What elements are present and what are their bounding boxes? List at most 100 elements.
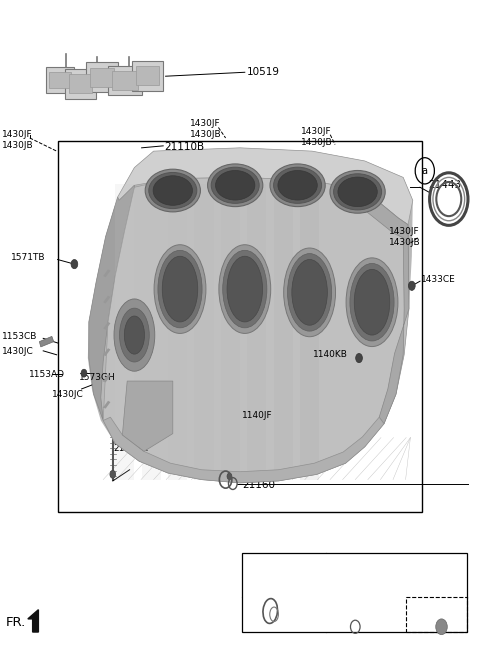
Text: FR.: FR. bbox=[6, 616, 26, 629]
Text: 21160: 21160 bbox=[242, 480, 276, 490]
Bar bbox=[46, 67, 74, 93]
Text: 1140JF: 1140JF bbox=[242, 411, 273, 420]
Ellipse shape bbox=[292, 260, 327, 325]
Text: a: a bbox=[422, 166, 428, 176]
Circle shape bbox=[356, 353, 362, 363]
Circle shape bbox=[436, 619, 447, 635]
Circle shape bbox=[408, 281, 415, 290]
Ellipse shape bbox=[334, 174, 382, 210]
Polygon shape bbox=[103, 322, 110, 330]
Polygon shape bbox=[103, 177, 409, 483]
Circle shape bbox=[110, 470, 116, 478]
Text: 10519: 10519 bbox=[247, 67, 280, 78]
Polygon shape bbox=[103, 374, 110, 382]
Text: 1430JB: 1430JB bbox=[2, 141, 34, 150]
Ellipse shape bbox=[350, 263, 394, 341]
Ellipse shape bbox=[346, 258, 398, 347]
Ellipse shape bbox=[338, 177, 377, 207]
Ellipse shape bbox=[114, 299, 155, 371]
Polygon shape bbox=[365, 191, 409, 424]
Text: 1430JF: 1430JF bbox=[190, 119, 220, 128]
Polygon shape bbox=[103, 348, 110, 356]
Text: 1433CE: 1433CE bbox=[421, 275, 456, 284]
Polygon shape bbox=[247, 184, 266, 480]
Bar bbox=[58, 141, 422, 512]
Ellipse shape bbox=[270, 164, 325, 207]
Polygon shape bbox=[103, 296, 110, 304]
Text: (ALT.): (ALT.) bbox=[410, 604, 433, 613]
Ellipse shape bbox=[219, 244, 271, 334]
Ellipse shape bbox=[162, 256, 198, 322]
Polygon shape bbox=[142, 184, 161, 480]
Ellipse shape bbox=[158, 250, 202, 328]
Text: 21314A: 21314A bbox=[420, 589, 454, 599]
Polygon shape bbox=[300, 184, 319, 480]
Polygon shape bbox=[194, 184, 214, 480]
Bar bbox=[90, 68, 114, 87]
Text: 1430JF: 1430JF bbox=[301, 127, 332, 136]
Bar bbox=[112, 71, 138, 90]
Bar bbox=[108, 66, 142, 95]
Polygon shape bbox=[221, 184, 240, 480]
Ellipse shape bbox=[274, 168, 322, 204]
Ellipse shape bbox=[278, 170, 317, 200]
Text: 1430JB: 1430JB bbox=[301, 138, 333, 147]
Ellipse shape bbox=[227, 256, 263, 322]
Polygon shape bbox=[88, 148, 413, 483]
Text: 1571TB: 1571TB bbox=[11, 253, 45, 262]
Polygon shape bbox=[168, 184, 187, 480]
Polygon shape bbox=[103, 401, 110, 409]
Text: 1430JC: 1430JC bbox=[52, 390, 84, 399]
Polygon shape bbox=[118, 148, 413, 225]
Ellipse shape bbox=[223, 250, 267, 328]
Polygon shape bbox=[103, 269, 110, 277]
Bar bbox=[65, 69, 96, 99]
Ellipse shape bbox=[211, 168, 259, 204]
Text: 1430JF: 1430JF bbox=[389, 227, 420, 236]
Circle shape bbox=[227, 473, 232, 480]
Polygon shape bbox=[115, 184, 134, 480]
Text: 1430JB: 1430JB bbox=[389, 238, 420, 247]
Ellipse shape bbox=[354, 269, 390, 335]
Bar bbox=[86, 62, 118, 92]
Polygon shape bbox=[274, 184, 293, 480]
Text: 21110B: 21110B bbox=[164, 142, 204, 152]
Ellipse shape bbox=[124, 316, 144, 354]
Ellipse shape bbox=[330, 171, 385, 214]
Ellipse shape bbox=[284, 248, 336, 336]
Text: 1751GI: 1751GI bbox=[345, 596, 377, 605]
Ellipse shape bbox=[288, 254, 332, 331]
Bar bbox=[49, 72, 71, 88]
Text: a: a bbox=[349, 562, 355, 573]
Text: 1430JF: 1430JF bbox=[2, 130, 33, 139]
Text: 1430JC: 1430JC bbox=[2, 347, 34, 356]
Text: 1153CB: 1153CB bbox=[2, 332, 38, 341]
Ellipse shape bbox=[153, 176, 192, 205]
Bar bbox=[136, 66, 159, 85]
Ellipse shape bbox=[216, 170, 255, 200]
Polygon shape bbox=[103, 417, 384, 483]
Circle shape bbox=[71, 260, 78, 269]
Text: 21133: 21133 bbox=[357, 583, 385, 592]
Text: 21443: 21443 bbox=[429, 180, 462, 191]
Ellipse shape bbox=[145, 170, 200, 212]
Ellipse shape bbox=[149, 173, 197, 209]
Ellipse shape bbox=[207, 164, 263, 207]
Polygon shape bbox=[122, 381, 173, 451]
Text: 1140KB: 1140KB bbox=[313, 350, 348, 359]
Polygon shape bbox=[28, 610, 38, 632]
Bar bbox=[242, 553, 467, 632]
Text: 1573GH: 1573GH bbox=[79, 373, 116, 382]
Polygon shape bbox=[89, 185, 134, 420]
Text: 1153AD: 1153AD bbox=[29, 370, 65, 379]
Ellipse shape bbox=[120, 308, 149, 362]
Text: 21114A: 21114A bbox=[113, 443, 148, 453]
Text: 1416BA: 1416BA bbox=[246, 563, 283, 572]
Polygon shape bbox=[39, 336, 54, 347]
Bar bbox=[407, 597, 467, 632]
Text: 1430JB: 1430JB bbox=[190, 130, 221, 139]
Circle shape bbox=[81, 369, 87, 377]
Bar bbox=[69, 74, 92, 93]
Bar bbox=[132, 61, 163, 91]
Ellipse shape bbox=[154, 244, 206, 334]
